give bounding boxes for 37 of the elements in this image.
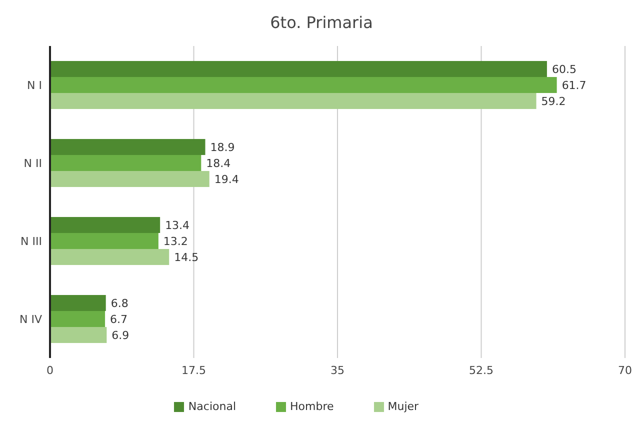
- x-tick-label: 0: [46, 364, 54, 377]
- bar: [50, 233, 158, 249]
- bar: [50, 311, 106, 327]
- legend-label: Nacional: [188, 400, 236, 413]
- bar: [50, 295, 106, 311]
- x-tick-label: 17.5: [182, 364, 206, 377]
- bar: [50, 61, 547, 77]
- x-tick-label: 70: [618, 364, 632, 377]
- data-label: 6.9: [112, 328, 130, 342]
- x-tick-label: 35: [330, 364, 344, 377]
- y-tick-label: N IV: [20, 312, 42, 326]
- legend-label: Mujer: [388, 400, 419, 413]
- bar: [50, 155, 202, 171]
- legend-label: Hombre: [290, 400, 334, 413]
- data-label: 59.2: [541, 94, 566, 108]
- x-tick-label: 52.5: [469, 364, 494, 377]
- y-tick-label: N III: [20, 234, 42, 248]
- chart-title: 6to. Primaria: [269, 12, 374, 34]
- data-label: 6.7: [110, 312, 128, 326]
- data-label: 18.9: [210, 140, 235, 154]
- data-label: 18.4: [206, 156, 231, 170]
- data-label: 19.4: [214, 172, 239, 186]
- data-label: 14.5: [174, 250, 199, 264]
- data-label: 13.2: [163, 234, 188, 248]
- data-label: 6.8: [110, 296, 128, 310]
- bar: [50, 327, 107, 343]
- data-label: 60.5: [552, 62, 576, 76]
- data-label: 13.4: [165, 218, 190, 232]
- bar: [50, 77, 557, 93]
- bar: [50, 217, 160, 233]
- y-tick-label: N II: [24, 156, 42, 170]
- bar: [50, 93, 536, 109]
- data-label: 61.7: [562, 78, 586, 92]
- y-tick-label: N I: [27, 78, 42, 92]
- bar: [50, 171, 210, 187]
- bar: [50, 139, 206, 155]
- bar: [50, 249, 170, 265]
